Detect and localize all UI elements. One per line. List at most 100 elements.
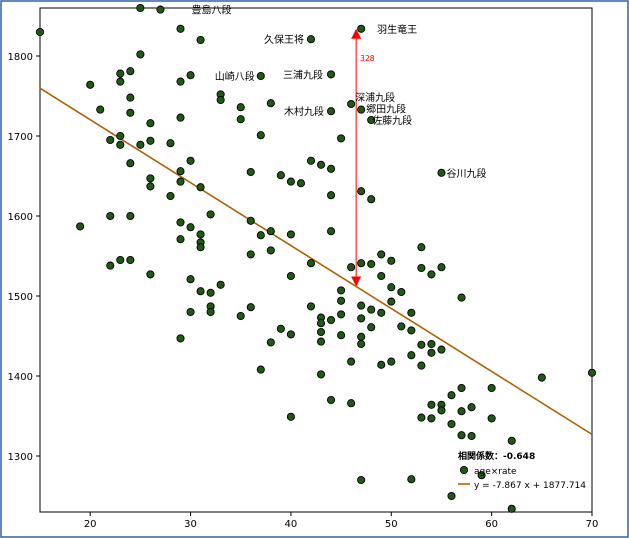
data-point — [266, 246, 275, 255]
data-point — [306, 35, 316, 44]
y-tick-label: 1600 — [8, 212, 33, 223]
data-point — [357, 301, 366, 310]
data-point — [35, 27, 45, 37]
data-point — [347, 99, 356, 109]
data-point — [357, 332, 366, 341]
data-point — [437, 345, 446, 354]
plot-frame — [39, 7, 593, 513]
data-point — [357, 314, 366, 323]
data-point — [457, 383, 466, 393]
plot-area — [39, 7, 593, 513]
data-point — [176, 235, 185, 244]
data-points — [35, 3, 597, 513]
legend-scatter-label: age×rate — [474, 467, 517, 477]
data-point — [146, 119, 155, 128]
data-point — [347, 399, 356, 408]
y-tick-label: 1700 — [8, 132, 33, 143]
data-point — [377, 250, 386, 259]
data-point — [417, 340, 426, 349]
data-point — [367, 323, 376, 332]
data-point — [306, 156, 316, 165]
data-point — [206, 288, 215, 297]
data-point — [306, 259, 316, 268]
data-point — [96, 105, 105, 114]
data-point — [327, 107, 336, 116]
data-point — [186, 156, 195, 165]
data-point — [136, 3, 145, 13]
data-point — [156, 5, 165, 14]
data-point — [126, 211, 135, 221]
data-point — [357, 259, 366, 268]
data-point — [387, 357, 396, 366]
data-point — [427, 414, 436, 423]
data-point — [126, 255, 135, 265]
data-point — [417, 263, 426, 273]
data-point — [407, 308, 416, 317]
data-point — [316, 319, 326, 328]
data-point — [286, 330, 295, 339]
data-point — [437, 263, 446, 272]
data-point — [116, 131, 125, 141]
point-annotation: 久保王将 — [264, 33, 304, 46]
data-point — [246, 216, 255, 225]
data-point — [367, 195, 376, 204]
y-tick-label: 1300 — [8, 452, 33, 463]
data-point — [146, 136, 155, 145]
data-point — [427, 270, 436, 279]
x-axis: 20 30 40 50 60 70 — [84, 512, 598, 530]
data-point — [276, 324, 285, 333]
data-point — [176, 24, 185, 33]
data-point — [116, 77, 125, 86]
data-point — [357, 187, 366, 196]
data-point — [367, 259, 376, 269]
data-point — [357, 105, 366, 114]
data-point — [176, 77, 185, 86]
data-point — [246, 250, 255, 259]
data-point — [377, 271, 386, 281]
data-point — [196, 243, 205, 252]
point-annotation: 深浦九段 — [355, 91, 395, 104]
x-tick-label: 30 — [184, 519, 197, 530]
data-point — [176, 218, 185, 227]
regression-line — [39, 87, 593, 436]
data-point — [537, 373, 546, 382]
data-point — [437, 168, 446, 177]
data-point — [196, 35, 205, 45]
legend-fit-label: y = -7.867 x + 1877.714 — [474, 481, 586, 491]
data-point — [417, 243, 426, 252]
data-point — [457, 293, 466, 302]
data-point — [236, 103, 245, 112]
data-point — [286, 177, 295, 186]
data-point — [427, 348, 436, 357]
data-point — [447, 491, 456, 501]
point-annotation: 木村九段 — [284, 105, 324, 118]
data-point — [427, 400, 436, 409]
data-point — [196, 183, 205, 192]
x-tick-label: 40 — [285, 519, 298, 530]
data-point — [387, 297, 396, 306]
data-point — [316, 370, 326, 379]
arrow-head-bottom — [351, 276, 362, 287]
point-annotation: 山崎八段 — [215, 70, 255, 83]
data-point — [367, 115, 376, 125]
data-point — [236, 115, 245, 124]
y-tick-label: 1500 — [8, 292, 33, 303]
data-point — [256, 71, 265, 81]
data-point — [397, 322, 406, 331]
point-annotation: 羽生竜王 — [377, 23, 417, 36]
data-point — [407, 351, 416, 360]
data-point — [176, 334, 185, 343]
data-point — [447, 391, 456, 400]
data-point — [186, 275, 195, 284]
data-point — [76, 222, 85, 231]
data-point — [186, 71, 195, 80]
data-point — [216, 280, 225, 289]
data-point — [136, 50, 145, 59]
data-point — [487, 414, 496, 423]
data-point — [146, 174, 155, 183]
data-point — [306, 302, 316, 311]
legend: 相関係数：-0.648 age×rate y = -7.867 x + 1877… — [458, 450, 586, 491]
data-point — [437, 406, 446, 415]
data-point — [457, 407, 466, 416]
